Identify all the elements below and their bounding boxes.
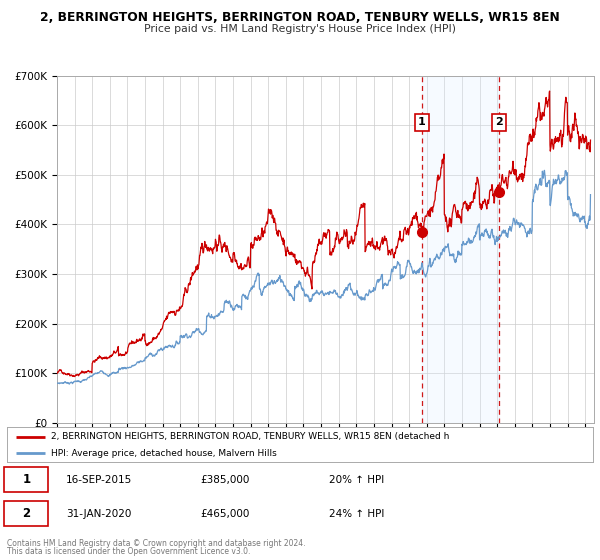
Text: £385,000: £385,000 xyxy=(200,475,250,485)
Text: 2: 2 xyxy=(494,118,502,128)
Text: 24% ↑ HPI: 24% ↑ HPI xyxy=(329,508,385,519)
Text: 2, BERRINGTON HEIGHTS, BERRINGTON ROAD, TENBURY WELLS, WR15 8EN: 2, BERRINGTON HEIGHTS, BERRINGTON ROAD, … xyxy=(40,11,560,24)
Text: 20% ↑ HPI: 20% ↑ HPI xyxy=(329,475,385,485)
Text: 1: 1 xyxy=(22,473,31,487)
Bar xyxy=(422,76,499,423)
FancyBboxPatch shape xyxy=(4,468,48,492)
Text: Contains HM Land Registry data © Crown copyright and database right 2024.: Contains HM Land Registry data © Crown c… xyxy=(7,539,306,548)
Text: 1: 1 xyxy=(418,118,425,128)
FancyBboxPatch shape xyxy=(4,501,48,526)
Text: 2, BERRINGTON HEIGHTS, BERRINGTON ROAD, TENBURY WELLS, WR15 8EN (detached h: 2, BERRINGTON HEIGHTS, BERRINGTON ROAD, … xyxy=(51,432,449,441)
Text: £465,000: £465,000 xyxy=(200,508,250,519)
Text: 2: 2 xyxy=(22,507,31,520)
Text: 31-JAN-2020: 31-JAN-2020 xyxy=(66,508,131,519)
Text: This data is licensed under the Open Government Licence v3.0.: This data is licensed under the Open Gov… xyxy=(7,547,251,556)
Text: HPI: Average price, detached house, Malvern Hills: HPI: Average price, detached house, Malv… xyxy=(51,449,277,458)
Text: 16-SEP-2015: 16-SEP-2015 xyxy=(66,475,132,485)
Text: Price paid vs. HM Land Registry's House Price Index (HPI): Price paid vs. HM Land Registry's House … xyxy=(144,24,456,34)
